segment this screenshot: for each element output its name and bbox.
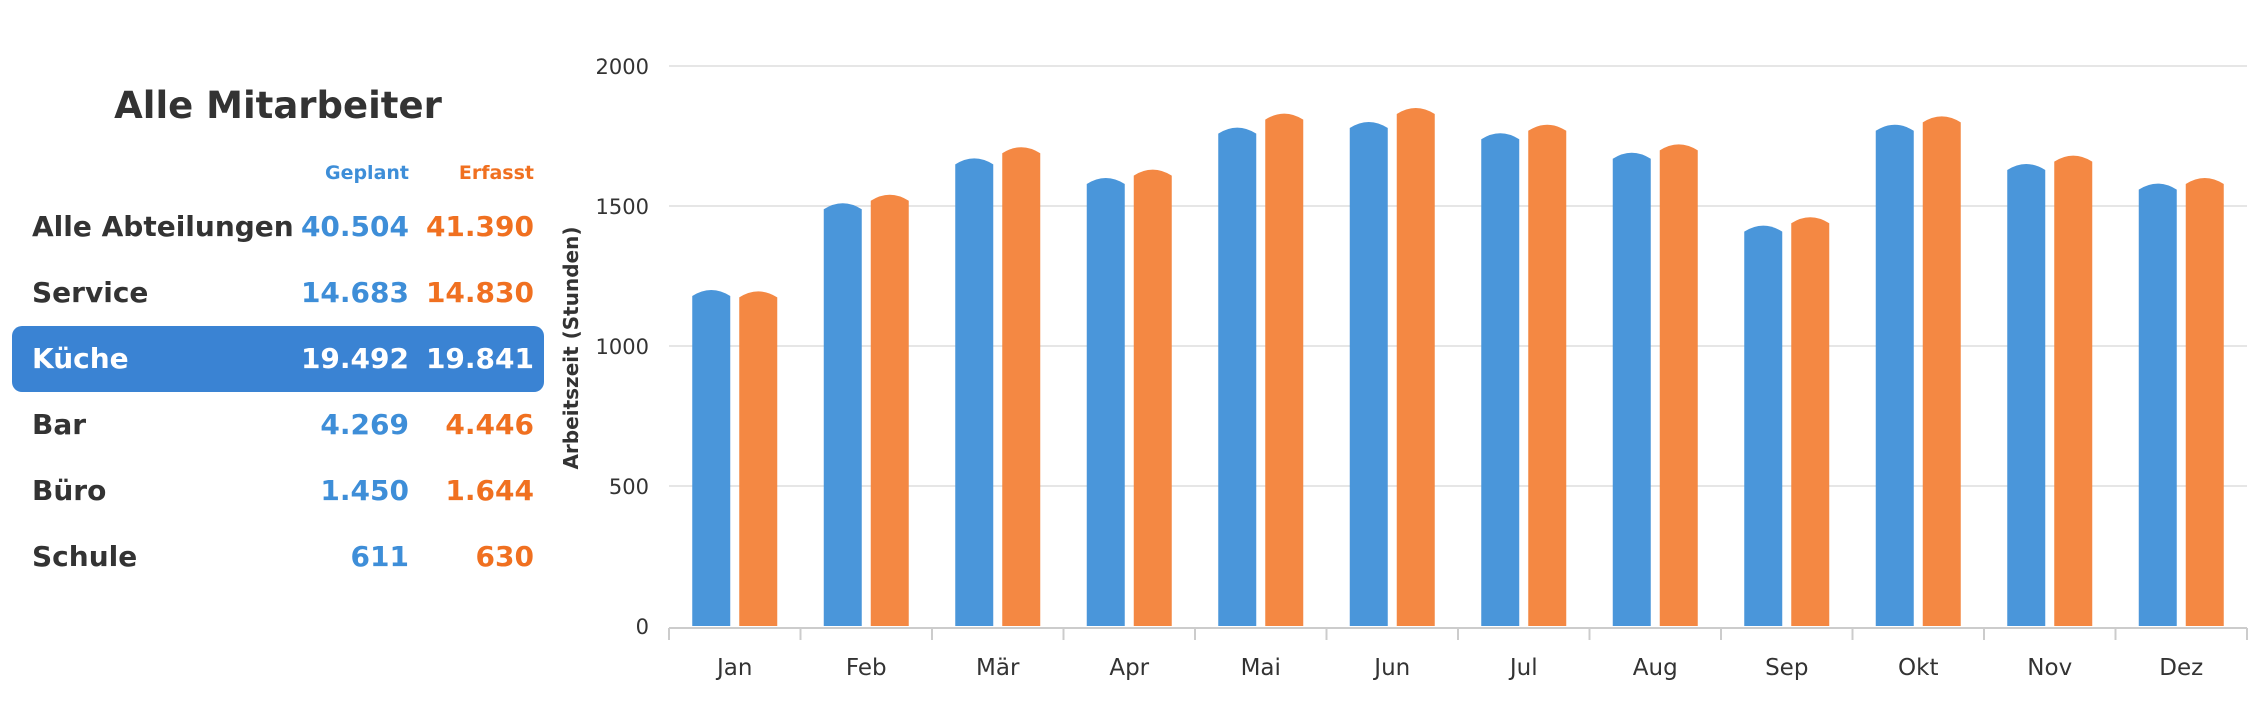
- planned-hours: 40.504: [300, 210, 409, 243]
- planned-bar: [1744, 225, 1783, 626]
- department-row[interactable]: Service 14.683 14.830: [12, 260, 544, 326]
- recorded-hours: 630: [475, 540, 534, 573]
- recorded-hours: 1.644: [445, 474, 534, 507]
- y-tick-label: 2000: [596, 55, 649, 79]
- recorded-column-header: Erfasst: [458, 162, 534, 184]
- department-panel: Alle Mitarbeiter Geplant Erfasst Alle Ab…: [12, 0, 544, 708]
- recorded-bar: [1528, 124, 1567, 627]
- planned-bar: [1218, 127, 1257, 626]
- y-axis-title: Arbeitszeit (Stunden): [559, 227, 583, 470]
- department-row[interactable]: Bar 4.269 4.446: [12, 392, 544, 458]
- planned-bar: [1086, 178, 1125, 626]
- x-tick-label: Sep: [1765, 655, 1808, 681]
- x-tick-label: Jul: [1508, 655, 1538, 681]
- planned-bar: [823, 203, 862, 626]
- department-name: Küche: [32, 342, 129, 375]
- planned-hours: 611: [350, 540, 409, 573]
- recorded-bar: [739, 291, 778, 626]
- recorded-hours: 14.830: [425, 276, 534, 309]
- planned-bar: [2138, 183, 2177, 626]
- recorded-bar: [1133, 169, 1172, 626]
- recorded-bar: [1922, 116, 1961, 627]
- x-tick-label: Aug: [1633, 655, 1678, 681]
- planned-bar: [2007, 164, 2046, 626]
- recorded-bar: [2185, 178, 2224, 626]
- y-tick-label: 1500: [596, 195, 649, 219]
- x-tick-label: Dez: [2159, 655, 2203, 681]
- department-name: Schule: [32, 540, 138, 573]
- planned-bar: [692, 290, 731, 626]
- department-row[interactable]: Büro 1.450 1.644: [12, 458, 544, 524]
- recorded-bar: [1659, 144, 1698, 626]
- planned-bar: [955, 158, 994, 626]
- planned-bar: [1612, 152, 1651, 627]
- planned-bar: [1875, 124, 1914, 627]
- y-tick-label: 500: [609, 475, 649, 499]
- recorded-hours: 41.390: [425, 210, 534, 243]
- department-row[interactable]: Alle Abteilungen 40.504 41.390: [12, 194, 544, 260]
- planned-bar: [1481, 133, 1520, 626]
- planned-hours: 1.450: [320, 474, 409, 507]
- recorded-hours: 4.446: [445, 408, 534, 441]
- x-tick-label: Mai: [1241, 655, 1281, 681]
- planned-bar: [1349, 122, 1388, 626]
- planned-hours: 19.492: [300, 342, 409, 375]
- department-name: Service: [32, 276, 149, 309]
- x-tick-label: Apr: [1109, 655, 1149, 681]
- recorded-bar: [1002, 147, 1041, 626]
- x-tick-label: Jun: [1372, 655, 1410, 681]
- planned-column-header: Geplant: [324, 162, 409, 184]
- recorded-bar: [870, 194, 909, 627]
- department-name: Alle Abteilungen: [32, 210, 294, 243]
- panel-title: Alle Mitarbeiter: [114, 84, 442, 127]
- department-row[interactable]: Schule 611 630: [12, 524, 544, 590]
- x-tick-label: Jan: [715, 655, 752, 681]
- x-tick-label: Feb: [846, 655, 887, 681]
- x-tick-label: Nov: [2027, 655, 2072, 681]
- recorded-bar: [1265, 113, 1304, 627]
- recorded-bar: [1396, 108, 1435, 626]
- monthly-hours-chart: 0 500 1000 1500 2000 Jan Feb Mär Apr Mai Jun Jul Aug…: [559, 55, 2248, 681]
- recorded-bar: [1791, 217, 1830, 626]
- x-tick-label: Okt: [1898, 655, 1938, 681]
- department-row[interactable]: Küche 19.492 19.841: [12, 326, 544, 392]
- y-tick-label: 1000: [596, 335, 649, 359]
- recorded-bar: [2054, 155, 2093, 626]
- planned-hours: 4.269: [320, 408, 409, 441]
- department-name: Bar: [32, 408, 87, 441]
- planned-hours: 14.683: [300, 276, 409, 309]
- recorded-hours: 19.841: [425, 342, 534, 375]
- y-tick-label: 0: [636, 615, 649, 639]
- department-name: Büro: [32, 474, 107, 507]
- x-tick-label: Mär: [976, 655, 1020, 681]
